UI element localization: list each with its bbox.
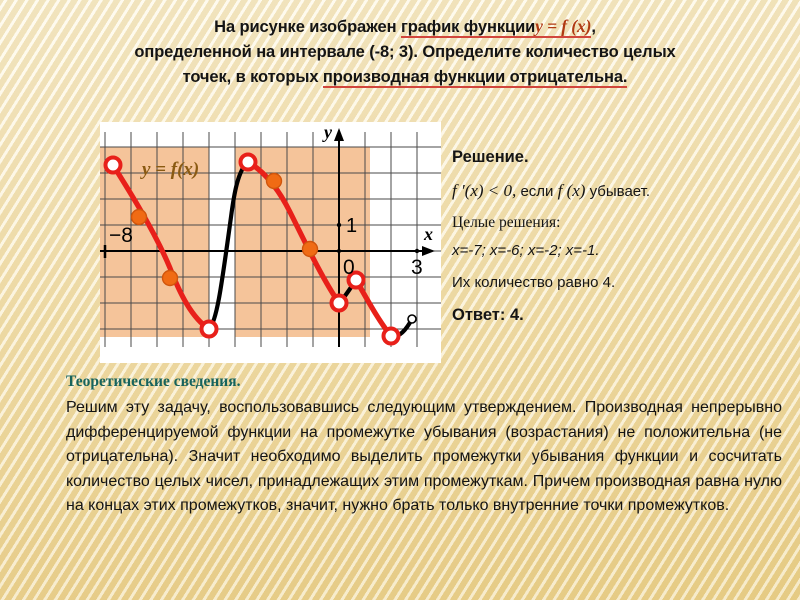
statement-line-3: точек, в которых производная функции отр… — [55, 65, 755, 90]
integer-solutions-label: Целые решения: — [452, 214, 561, 231]
statement-underlined-1: график функции — [400, 18, 536, 36]
statement-text-1c: , — [591, 18, 596, 36]
final-answer: Ответ: 4. — [452, 306, 524, 324]
condition-text-decreasing: убывает. — [585, 183, 651, 200]
coordinate-axes — [100, 128, 435, 347]
statement-line-1: На рисунке изображен график функцииy = f… — [55, 14, 755, 40]
statement-function-expression: y = f (x) — [535, 16, 592, 36]
graph-function-label: y = f(x) — [140, 159, 199, 180]
statement-text-1a: На рисунке изображен — [214, 18, 401, 36]
solution-panel: Решение. f ′(x) < 0, если f (x) убывает.… — [452, 148, 792, 325]
x-axis-label: x — [423, 224, 433, 244]
y-tick-label-one: 1 — [346, 215, 357, 237]
theory-panel: Теоретические сведения. Решим эту задачу… — [66, 373, 782, 519]
problem-statement: На рисунке изображен график функцииy = f… — [55, 14, 755, 90]
theory-heading: Теоретические сведения. — [66, 373, 241, 390]
integer-solutions-values: x=-7; x=-6; x=-2; x=-1. — [452, 242, 600, 259]
interval-endpoint-markers — [103, 152, 417, 346]
function-graph-svg: y = f(x) y x −8 1 0 3 — [100, 122, 441, 347]
origin-label-zero: 0 — [343, 256, 355, 279]
derivative-inequality: f ′(x) < 0, — [452, 181, 517, 200]
x-tick-label-three: 3 — [411, 256, 423, 279]
theory-body-text: Решим эту задачу, воспользовавшись следу… — [66, 399, 782, 514]
y-axis-label: y — [322, 122, 333, 142]
solution-count: Их количество равно 4. — [452, 274, 616, 291]
function-graph-panel: y = f(x) y x −8 1 0 3 — [100, 122, 441, 363]
function-expression: f (x) — [557, 181, 586, 200]
statement-line-2: определенной на интервале (-8; 3). Опред… — [134, 43, 676, 61]
condition-text-if: если — [516, 183, 558, 200]
solution-condition: f ′(x) < 0, если f (x) убывает. — [452, 181, 792, 201]
solution-heading: Решение. — [452, 148, 529, 166]
statement-text-3a: точек, в которых — [182, 68, 323, 86]
x-tick-label-minus8: −8 — [109, 224, 133, 247]
integer-point-markers — [130, 172, 319, 287]
statement-underlined-2: производная функции отрицательна. — [322, 68, 628, 86]
